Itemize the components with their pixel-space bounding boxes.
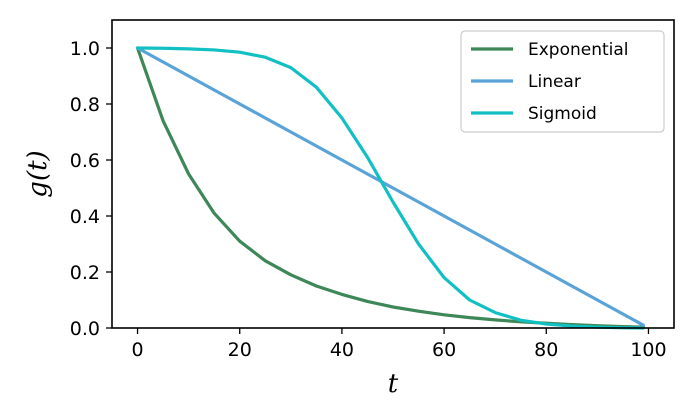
y-tick-label: 0.6 — [70, 150, 100, 172]
x-axis-label: t — [388, 369, 399, 399]
legend-label: Exponential — [528, 40, 629, 60]
x-tick-label: 40 — [330, 339, 354, 361]
legend-box — [460, 30, 665, 133]
y-tick-label: 0.8 — [70, 94, 100, 116]
x-tick-label: 60 — [432, 339, 456, 361]
legend-label: Linear — [528, 72, 581, 92]
y-tick-label: 0.0 — [70, 318, 100, 340]
y-tick-label: 1.0 — [70, 38, 100, 60]
legend-label: Sigmoid — [528, 104, 597, 124]
x-tick-label: 20 — [228, 339, 252, 361]
y-axis-label: g(t) — [23, 150, 53, 197]
series-lines — [135, 46, 645, 330]
series-line-linear — [135, 46, 645, 327]
y-tick-label: 0.2 — [70, 262, 100, 284]
x-tick-label: 0 — [131, 339, 143, 361]
plot-frame — [111, 19, 675, 329]
y-axis: 0.0 0.2 0.4 0.6 0.8 1.0 — [70, 38, 112, 340]
x-tick-label: 80 — [534, 339, 558, 361]
x-tick-label: 100 — [630, 339, 666, 361]
x-axis: 0 20 40 60 80 100 — [131, 328, 667, 361]
series-line-sigmoid — [135, 46, 645, 330]
legend: Exponential Linear Sigmoid — [460, 30, 665, 133]
y-tick-label: 0.4 — [70, 206, 100, 228]
